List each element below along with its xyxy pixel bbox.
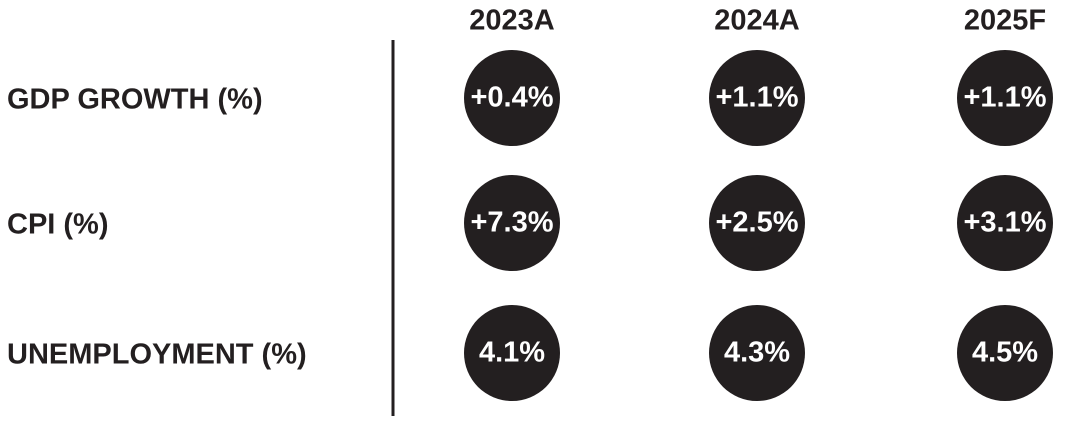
value-badge	[957, 175, 1053, 271]
value-badge	[709, 175, 805, 271]
value-badge	[464, 305, 560, 401]
value-badge	[464, 175, 560, 271]
cell-value: +1.1%	[963, 82, 1046, 114]
row-label: CPI (%)	[7, 209, 109, 241]
column-header: 2024A	[714, 5, 800, 37]
value-badge	[957, 50, 1053, 146]
value-badge	[709, 305, 805, 401]
cell-value: +7.3%	[470, 207, 553, 239]
cell-value: +0.4%	[470, 82, 553, 114]
row-label: GDP GROWTH (%)	[7, 84, 263, 116]
cell-value: 4.5%	[972, 337, 1038, 369]
column-header: 2025F	[964, 5, 1046, 37]
cell-value: +2.5%	[715, 207, 798, 239]
column-header: 2023A	[469, 5, 555, 37]
value-badge	[464, 50, 560, 146]
row-label: UNEMPLOYMENT (%)	[7, 339, 307, 371]
value-badge	[957, 305, 1053, 401]
cell-value: 4.1%	[479, 337, 545, 369]
value-badge	[709, 50, 805, 146]
cell-value: +3.1%	[963, 207, 1046, 239]
cell-value: 4.3%	[724, 337, 790, 369]
cell-value: +1.1%	[715, 82, 798, 114]
